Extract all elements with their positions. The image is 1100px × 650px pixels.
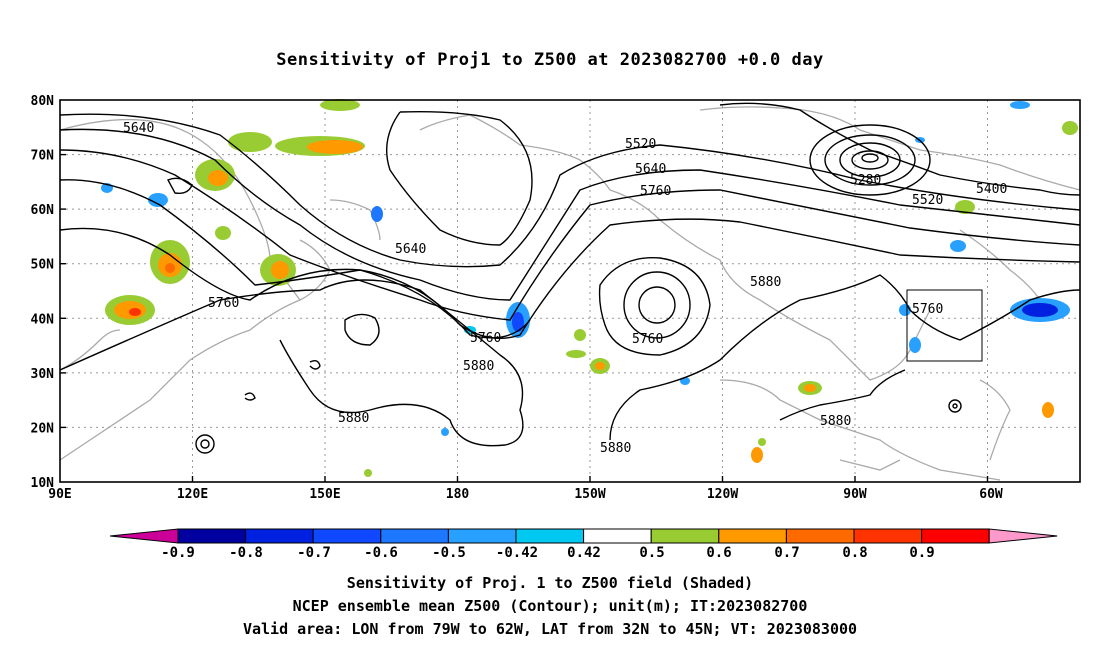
contour-label: 5880: [338, 411, 369, 426]
contour-label: 5640: [395, 242, 426, 257]
caption-line-1: Sensitivity of Proj. 1 to Z500 field (Sh…: [346, 574, 754, 592]
contour-label: 5640: [635, 162, 666, 177]
contour-label: 5640: [123, 121, 154, 136]
lat-label: 80N: [31, 94, 55, 109]
colorbar-cell: [312, 528, 382, 544]
contour-label: 5520: [912, 193, 943, 208]
contour-label: 5760: [470, 331, 501, 346]
contour-label: 5760: [640, 184, 671, 199]
frame-ticks: [60, 153, 989, 482]
colorbar-cell: [921, 528, 990, 544]
colorbar-label: -0.42: [496, 545, 538, 561]
lat-label: 10N: [31, 476, 55, 491]
lat-label: 40N: [31, 312, 55, 327]
colorbar-label: 0.42: [567, 545, 601, 561]
lat-label: 70N: [31, 149, 55, 164]
colorbar-cell: [245, 528, 314, 544]
colorbar-cell: [177, 528, 247, 544]
lat-label: 60N: [31, 203, 55, 218]
colorbar-label: -0.8: [229, 545, 263, 561]
z500-contours: [59, 102, 1081, 454]
colorbar-cells: [109, 528, 1058, 544]
contour-label: 5760: [208, 296, 239, 311]
coastlines: [59, 106, 1081, 481]
colorbar-end-left: [109, 528, 179, 544]
contour-label: 5520: [625, 137, 656, 152]
contour-label: 5880: [600, 441, 631, 456]
map-title: Sensitivity of Proj1 to Z500 at 20230827…: [276, 50, 824, 70]
lat-label: 20N: [31, 421, 55, 436]
lon-label: 90W: [843, 487, 867, 502]
contour-label: 5880: [463, 359, 494, 374]
contour-label: 5760: [632, 332, 663, 347]
lon-label: 150E: [309, 487, 340, 502]
colorbar-cell: [650, 528, 720, 544]
colorbar-label: 0.6: [706, 545, 731, 561]
lon-label: 120E: [177, 487, 208, 502]
sensitivity-shading: [101, 99, 1078, 477]
contour-label: 5280: [850, 173, 881, 188]
colorbar-cell: [785, 528, 855, 544]
colorbar-label: -0.7: [297, 545, 331, 561]
colorbar-end-right: [988, 528, 1058, 544]
lon-label: 120W: [707, 487, 738, 502]
lon-axis-labels: 90E 120E 150E 180 150W 120W 90W 60W: [48, 487, 1003, 502]
lat-label: 30N: [31, 367, 55, 382]
contour-label: 5880: [750, 275, 781, 290]
colorbar-cell: [718, 528, 787, 544]
colorbar-label: 0.5: [639, 545, 664, 561]
map-frame-bg: [60, 100, 1080, 482]
contour-label: 5760: [912, 302, 943, 317]
map-frame-border: [59, 99, 1081, 483]
colorbar-cell: [853, 528, 923, 544]
contour-label: 5400: [976, 182, 1007, 197]
valid-area-box: [906, 289, 983, 362]
lon-label: 60W: [979, 487, 1003, 502]
colorbar-label: -0.6: [364, 545, 398, 561]
colorbar-cell: [515, 528, 585, 544]
colorbar-cell: [447, 528, 517, 544]
colorbar-label: -0.5: [432, 545, 466, 561]
colorbar-label: -0.9: [161, 545, 195, 561]
lon-label: 90E: [48, 487, 71, 502]
lon-label: 150W: [574, 487, 605, 502]
lat-axis-labels: 80N 70N 60N 50N 40N 30N 20N 10N: [31, 94, 55, 491]
lon-label: 180: [446, 487, 470, 502]
colorbar-cell: [380, 528, 449, 544]
lat-label: 50N: [31, 258, 55, 273]
colorbar-labels: -0.9 -0.8 -0.7 -0.6 -0.5 -0.42 0.42 0.5 …: [161, 545, 935, 561]
colorbar-cell: [583, 528, 652, 544]
caption-line-3: Valid area: LON from 79W to 62W, LAT fro…: [242, 620, 858, 638]
colorbar-label: 0.7: [774, 545, 799, 561]
colorbar-label: 0.9: [909, 545, 934, 561]
graticule: [60, 100, 1080, 482]
colorbar-label: 0.8: [842, 545, 867, 561]
caption-line-2: NCEP ensemble mean Z500 (Contour); unit(…: [292, 597, 808, 615]
colorbar: -0.9 -0.8 -0.7 -0.6 -0.5 -0.42 0.42 0.5 …: [109, 528, 1058, 561]
contour-label: 5880: [820, 414, 851, 429]
contour-label-group: 5640 5520 5640 5760 5280 5400 5520 5640 …: [123, 121, 1007, 456]
